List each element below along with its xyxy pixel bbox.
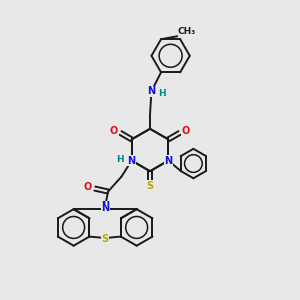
Text: O: O (110, 126, 118, 136)
Text: N: N (128, 156, 136, 166)
Text: CH₃: CH₃ (178, 27, 196, 36)
Text: H: H (116, 154, 123, 164)
Text: N: N (147, 86, 155, 96)
Text: O: O (182, 126, 190, 136)
Text: O: O (84, 182, 92, 192)
Text: S: S (146, 181, 154, 191)
Text: S: S (102, 234, 109, 244)
Text: N: N (101, 201, 109, 211)
Text: N: N (164, 156, 172, 166)
Text: N: N (101, 203, 109, 213)
Text: H: H (158, 89, 166, 98)
